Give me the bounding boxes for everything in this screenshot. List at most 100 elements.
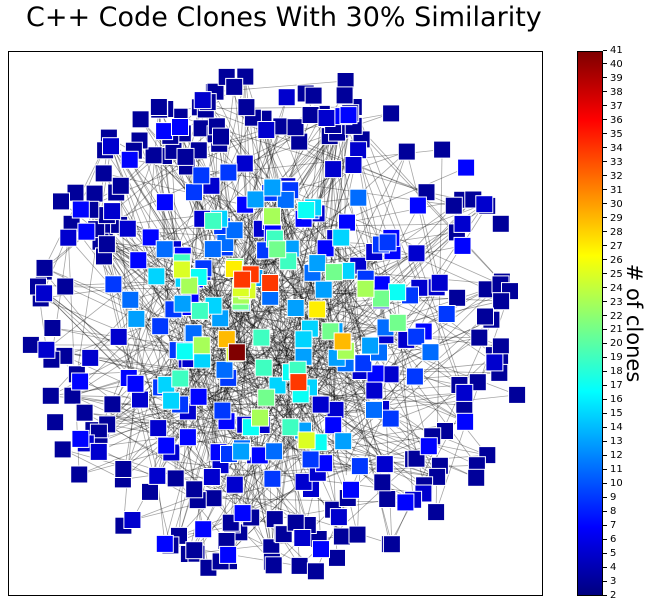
graph-node — [127, 309, 146, 328]
graph-node — [141, 482, 159, 501]
graph-edge — [263, 207, 314, 371]
graph-node — [339, 106, 358, 125]
graph-node — [56, 277, 75, 296]
graph-node — [204, 211, 223, 230]
graph-edge — [236, 118, 264, 353]
graph-node — [123, 511, 142, 529]
graph-edge — [198, 396, 213, 478]
graph-node — [114, 460, 133, 478]
graph-edge — [342, 392, 465, 413]
graph-node — [311, 395, 330, 414]
graph-edge — [244, 76, 246, 393]
graph-node — [457, 158, 476, 177]
colorbar-tick-label: 39 — [603, 73, 623, 84]
colorbar-tick-label: 21 — [603, 325, 623, 335]
graph-node — [453, 214, 472, 233]
graph-node — [263, 207, 281, 226]
colorbar-ticks: 2 3 4 5 6 7 8 9 10 11 12 13 14 15 16 17 18 19 20 21 22 23 24 25… — [603, 0, 643, 607]
graph-edge — [123, 309, 318, 470]
graph-node — [335, 86, 354, 105]
graph-node — [348, 525, 367, 544]
graph-node — [102, 137, 120, 156]
graph-node — [59, 228, 78, 247]
graph-edge — [72, 395, 227, 422]
graph-node — [356, 279, 375, 298]
graph-edge — [127, 155, 154, 229]
graph-node — [147, 267, 166, 286]
graph-node — [120, 150, 139, 169]
graph-node — [166, 469, 185, 488]
graph-node — [444, 196, 463, 215]
graph-edge — [290, 366, 331, 428]
graph-edge — [406, 151, 441, 283]
graph-edge — [196, 329, 339, 554]
graph-node — [71, 372, 90, 391]
colorbar-tick-label: 3 — [603, 577, 616, 587]
graph-node — [261, 274, 280, 292]
graph-node — [213, 401, 232, 420]
graph-node — [304, 86, 323, 105]
graph-edge — [228, 172, 325, 464]
graph-node — [185, 183, 203, 202]
graph-node — [421, 343, 440, 362]
graph-node — [308, 254, 327, 273]
graph-edge — [84, 412, 385, 465]
graph-edge — [332, 95, 345, 426]
graph-edge — [201, 218, 275, 566]
graph-edge — [147, 392, 465, 415]
graph-node — [155, 240, 174, 259]
graph-edge — [261, 337, 348, 472]
graph-node — [35, 284, 54, 303]
colorbar-tick-label: 18 — [603, 367, 623, 377]
graph-node — [141, 228, 160, 247]
graph-edge — [207, 101, 364, 364]
graph-node — [252, 328, 271, 347]
graph-node — [175, 342, 194, 361]
graph-node — [396, 493, 415, 512]
graph-node — [157, 436, 176, 455]
graph-node — [103, 202, 122, 221]
graph-node — [286, 118, 305, 137]
graph-node — [407, 327, 426, 346]
graph-node — [263, 469, 282, 488]
graph-node — [306, 562, 325, 581]
graph-node — [85, 184, 104, 203]
graph-node — [427, 503, 446, 522]
graph-edge — [136, 192, 271, 320]
graph-edge — [345, 350, 391, 545]
colorbar-tick-label: 25 — [603, 269, 623, 280]
graph-node — [192, 166, 211, 185]
graph-node — [329, 508, 348, 527]
colorbar-tick-label: 37 — [603, 101, 623, 112]
graph-node — [491, 337, 510, 356]
colorbar-tick-label: 27 — [603, 241, 623, 252]
colorbar-tick-label: 9 — [603, 493, 616, 503]
colorbar-tick-label: 4 — [603, 563, 616, 573]
graph-node — [75, 403, 94, 422]
graph-node — [202, 468, 221, 486]
graph-node — [265, 442, 284, 461]
colorbar-tick-label: 16 — [603, 395, 623, 405]
graph-edge — [233, 86, 255, 279]
graph-edge — [216, 126, 272, 548]
graph-node — [176, 147, 195, 166]
graph-node — [46, 413, 65, 432]
graph-node — [419, 437, 438, 456]
graph-edge — [183, 439, 414, 460]
graph-node — [151, 317, 170, 336]
graph-node — [468, 373, 487, 392]
graph-node — [155, 122, 174, 141]
graph-node — [350, 457, 369, 476]
graph-node — [149, 98, 168, 116]
graph-node — [373, 473, 392, 492]
graph-node — [41, 386, 60, 405]
graph-node — [294, 330, 313, 349]
colorbar-tick-label: 17 — [603, 381, 623, 391]
graph-node — [52, 192, 70, 211]
graph-node — [155, 534, 174, 553]
graph-node — [171, 369, 190, 388]
graph-node — [408, 196, 427, 215]
graph-node — [338, 213, 356, 232]
graph-node — [381, 409, 400, 428]
graph-edge — [132, 392, 465, 521]
